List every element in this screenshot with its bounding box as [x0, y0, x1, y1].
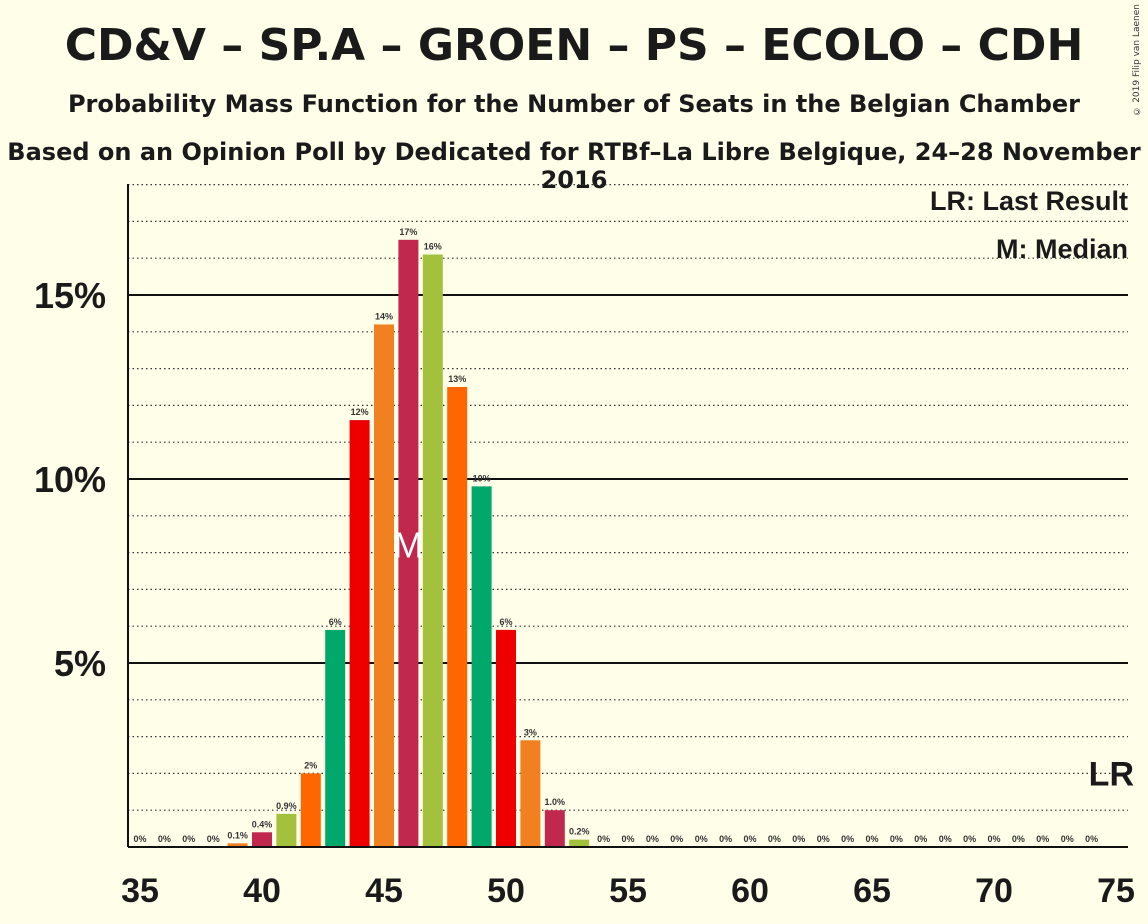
- bar-label-seat-35: 0%: [133, 834, 146, 844]
- bar-seat-49: [471, 486, 492, 847]
- bar-label-seat-63: 0%: [817, 834, 830, 844]
- bar-label-seat-61: 0%: [768, 834, 781, 844]
- bar-label-seat-73: 0%: [1061, 834, 1074, 844]
- bar-seat-40: [252, 832, 272, 847]
- bar-seat-43: [325, 629, 346, 847]
- chart-title: CD&V – SP.A – GROEN – PS – ECOLO – CDH: [64, 20, 1084, 71]
- bar-seat-42: [300, 773, 321, 847]
- bar-label-seat-43: 6%: [329, 617, 342, 627]
- bar-seat-41: [276, 813, 297, 847]
- legend-last-result: LR: Last Result: [930, 186, 1128, 216]
- bar-seat-44: [349, 420, 370, 847]
- x-tick-label: 75: [1097, 872, 1135, 910]
- bar-label-seat-62: 0%: [792, 834, 805, 844]
- y-tick-label: 10%: [34, 459, 106, 500]
- bar-label-seat-55: 0%: [621, 834, 634, 844]
- x-tick-label: 60: [731, 872, 769, 910]
- bar-label-seat-68: 0%: [939, 834, 952, 844]
- bar-label-seat-66: 0%: [890, 834, 903, 844]
- y-tick-label: 5%: [54, 643, 106, 684]
- bar-label-seat-52: 1.0%: [545, 797, 566, 807]
- y-tick-label: 15%: [34, 275, 106, 316]
- bar-label-seat-70: 0%: [987, 834, 1000, 844]
- bar-label-seat-41: 0.9%: [276, 801, 297, 811]
- bar-label-seat-53: 0.2%: [569, 827, 590, 837]
- bar-seat-52: [544, 810, 565, 847]
- bar-label-seat-71: 0%: [1012, 834, 1025, 844]
- bar-label-seat-48: 13%: [448, 374, 466, 384]
- x-tick-label: 65: [853, 872, 891, 910]
- last-result-marker: LR: [1089, 755, 1134, 793]
- bar-label-seat-50: 6%: [499, 617, 512, 627]
- chart-source: Based on an Opinion Poll by Dedicated fo…: [7, 138, 1141, 194]
- bar-label-seat-59: 0%: [719, 834, 732, 844]
- bar-label-seat-49: 10%: [473, 473, 491, 483]
- x-tick-label: 40: [243, 872, 281, 910]
- bar-seat-47: [422, 254, 443, 847]
- bar-label-seat-46: 17%: [399, 227, 417, 237]
- bar-label-seat-47: 16%: [424, 242, 442, 252]
- bar-seat-53: [569, 839, 590, 847]
- bar-label-seat-38: 0%: [207, 834, 220, 844]
- bar-seat-48: [447, 387, 468, 847]
- legend-median: M: Median: [996, 234, 1128, 264]
- bar-label-seat-69: 0%: [963, 834, 976, 844]
- bar-seat-39: [227, 843, 248, 847]
- bar-label-seat-67: 0%: [914, 834, 927, 844]
- bar-label-seat-57: 0%: [670, 834, 683, 844]
- x-tick-label: 45: [365, 872, 403, 910]
- bar-label-seat-36: 0%: [158, 834, 171, 844]
- x-tick-label: 35: [121, 872, 159, 910]
- bar-label-seat-39: 0.1%: [227, 830, 248, 840]
- bar-seat-50: [496, 629, 516, 847]
- bar-seat-45: [374, 324, 394, 847]
- bar-label-seat-54: 0%: [597, 834, 610, 844]
- bar-label-seat-37: 0%: [182, 834, 195, 844]
- bar-seat-46: [398, 239, 419, 848]
- bar-label-seat-60: 0%: [743, 834, 756, 844]
- bar-label-seat-45: 14%: [375, 311, 393, 321]
- bar-label-seat-58: 0%: [695, 834, 708, 844]
- bar-label-seat-42: 2%: [304, 760, 317, 770]
- bar-label-seat-51: 3%: [524, 727, 537, 737]
- x-tick-label: 55: [609, 872, 647, 910]
- chart-subtitle: Probability Mass Function for the Number…: [67, 90, 1081, 118]
- x-tick-label: 50: [487, 872, 525, 910]
- median-marker: M: [393, 524, 423, 565]
- bar-label-seat-56: 0%: [646, 834, 659, 844]
- bar-seat-51: [520, 740, 541, 847]
- bar-label-seat-40: 0.4%: [252, 819, 273, 829]
- bar-label-seat-74: 0%: [1085, 834, 1098, 844]
- bar-label-seat-64: 0%: [841, 834, 854, 844]
- x-tick-label: 70: [975, 872, 1013, 910]
- bar-label-seat-44: 12%: [351, 407, 369, 417]
- bar-label-seat-72: 0%: [1036, 834, 1049, 844]
- bar-label-seat-65: 0%: [865, 834, 878, 844]
